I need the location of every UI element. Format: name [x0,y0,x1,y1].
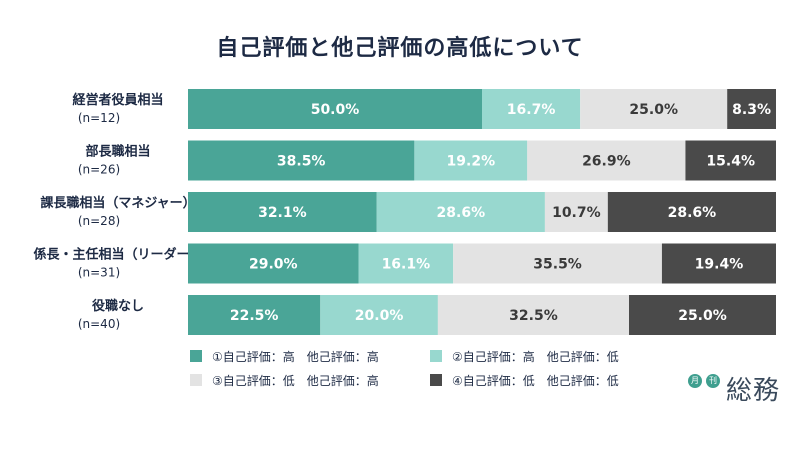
logo-badge-month: 月 [688,374,702,388]
bar-segment [607,192,776,232]
category-label: 役職なし [92,298,144,314]
logo-wordmark: 総務 [726,376,781,406]
category-sample-size: (n=12) [78,111,120,125]
legend-swatch [430,374,442,386]
bar-segment [453,243,662,284]
data-label: 19.4% [695,257,744,273]
bar-segment [188,192,377,232]
chart-legend: ①自己評価：高 他己評価：高 ②自己評価：高 他己評価：低 ③自己評価：低 他己… [190,348,660,388]
bar-segment [320,295,438,335]
bar-segment [188,89,482,129]
bar-segment [414,140,528,181]
bar-segment [580,89,728,129]
publisher-logo: 月 刊 総務 [686,370,786,410]
data-label: 29.0% [249,257,298,273]
data-label: 32.5% [509,308,558,324]
data-label: 20.0% [355,308,404,324]
legend-label: ③自己評価：低 他己評価：高 [212,373,379,388]
data-label: 22.5% [230,308,279,324]
data-label: 16.7% [507,102,556,118]
data-label: 50.0% [311,102,360,118]
data-label: 16.1% [382,257,431,273]
bar-segment [358,243,454,284]
logo-badge-issue: 刊 [706,374,720,388]
bar-segment [188,295,321,335]
legend-item: ②自己評価：高 他己評価：低 [430,348,660,364]
bar-segment [629,295,776,335]
category-label: 部長職相当 [85,144,150,160]
legend-swatch [430,350,442,362]
bar-segment [727,89,776,129]
data-label: 25.0% [629,102,678,118]
bar-segment [376,192,545,232]
chart-title: 自己評価と他己評価の高低について [216,36,584,61]
bar-segment [188,140,415,181]
data-label: 38.5% [277,154,326,170]
bar-segment [685,140,776,181]
data-label: 28.6% [668,205,717,221]
data-label: 26.9% [582,154,631,170]
legend-label: ④自己評価：低 他己評価：低 [452,373,619,388]
legend-label: ①自己評価：高 他己評価：高 [212,349,379,364]
legend-item: ④自己評価：低 他己評価：低 [430,372,660,388]
data-label: 8.3% [732,102,771,118]
category-sample-size: (n=28) [78,214,120,228]
bar-segment [188,243,359,284]
bar-segment [544,192,608,232]
category-label: 課長職相当（マネジャー） [40,195,195,211]
category-label: 経営者役員相当 [72,92,163,108]
legend-label: ②自己評価：高 他己評価：低 [452,349,619,364]
legend-item: ①自己評価：高 他己評価：高 [190,348,430,364]
data-label: 19.2% [447,154,496,170]
data-label: 25.0% [678,308,727,324]
data-label: 32.1% [258,205,307,221]
bar-segment [437,295,629,335]
data-label: 28.6% [437,205,486,221]
category-sample-size: (n=26) [78,163,120,177]
category-label: 係長・主任相当（リーダー） [33,247,202,263]
legend-item: ③自己評価：低 他己評価：高 [190,372,430,388]
legend-swatch [190,350,202,362]
data-label: 35.5% [533,257,582,273]
bar-segment [527,140,686,181]
category-sample-size: (n=40) [78,317,120,331]
data-label: 15.4% [706,154,755,170]
bar-segment [661,243,776,284]
data-label: 10.7% [552,205,601,221]
legend-swatch [190,374,202,386]
bar-segment [482,89,581,129]
category-sample-size: (n=31) [78,266,120,280]
